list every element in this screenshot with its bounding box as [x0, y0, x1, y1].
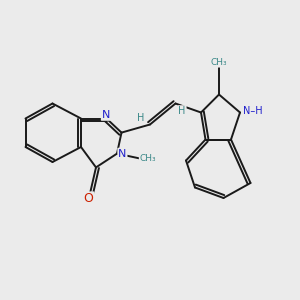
Text: CH₃: CH₃ [211, 58, 227, 67]
Text: CH₃: CH₃ [140, 154, 156, 163]
Text: H: H [178, 106, 186, 116]
Text: O: O [84, 192, 93, 206]
Text: N: N [118, 148, 127, 159]
Text: H: H [137, 113, 145, 123]
Text: N–H: N–H [243, 106, 262, 116]
Text: N: N [102, 110, 110, 120]
